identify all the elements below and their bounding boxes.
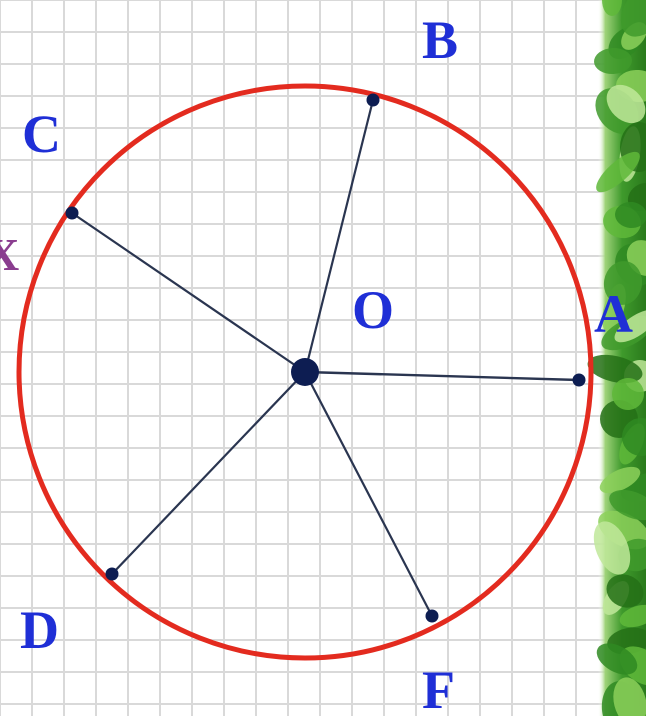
point-f (425, 609, 439, 623)
edge-glyph: X (0, 229, 19, 280)
point-c (65, 206, 79, 220)
label-c: C (22, 104, 61, 164)
radius-line-oc (71, 212, 306, 373)
label-b: B (422, 10, 458, 70)
radius-line-oa (304, 370, 580, 382)
point-a (572, 373, 586, 387)
radius-line-of (304, 371, 433, 617)
label-d: D (20, 600, 59, 660)
point-d (105, 567, 119, 581)
point-b (366, 93, 380, 107)
label-f: F (422, 660, 455, 716)
label-a: A (594, 284, 633, 344)
foliage-decoration (587, 0, 646, 716)
circle (16, 83, 594, 661)
radius-line-od (111, 371, 306, 575)
center-point-o (291, 358, 319, 386)
radius-line-ob (303, 99, 375, 373)
label-o: O (352, 280, 394, 340)
